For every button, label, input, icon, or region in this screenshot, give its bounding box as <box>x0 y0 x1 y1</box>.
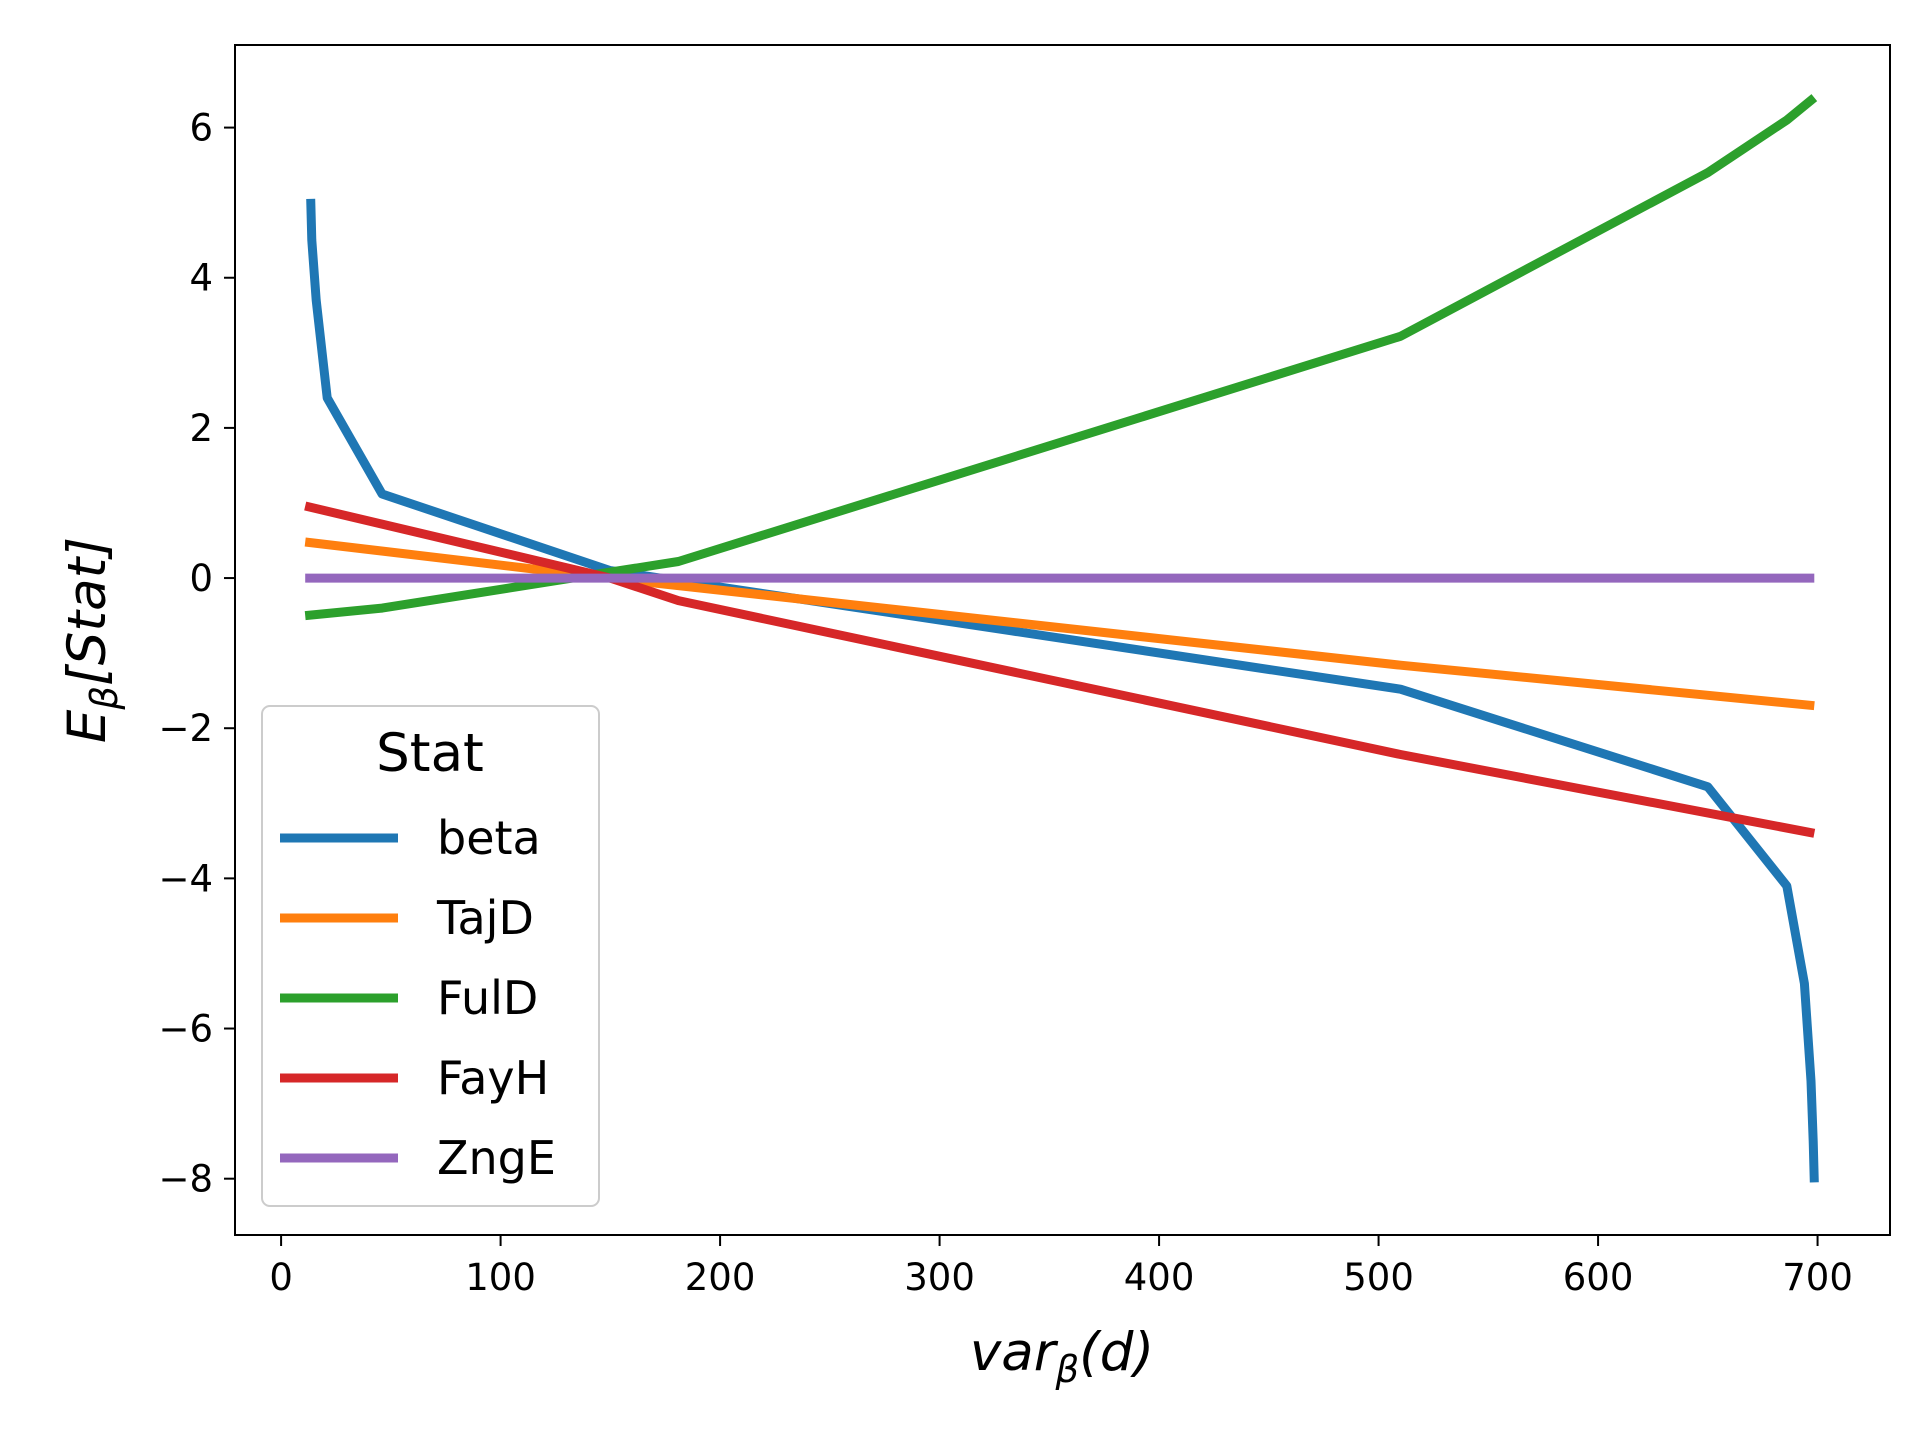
series-line-tajd <box>304 537 1815 711</box>
x-tick-label: 600 <box>1563 1256 1634 1299</box>
series-layer <box>304 94 1819 1183</box>
x-axis-label: varβ(d) <box>970 1322 1154 1391</box>
x-tick-label: 300 <box>904 1256 975 1299</box>
y-tick-label: −4 <box>158 857 213 900</box>
y-axis: −8 −6 −4 −2 0 2 4 6 <box>158 107 235 1201</box>
legend-label-beta: beta <box>437 811 541 865</box>
x-tick-label: 500 <box>1343 1256 1414 1299</box>
x-tick-label: 200 <box>685 1256 756 1299</box>
series-line-beta <box>306 198 1819 1183</box>
y-tick-label: −2 <box>158 707 213 750</box>
y-tick-label: −8 <box>158 1158 213 1201</box>
x-axis: 0 100 200 300 400 500 600 700 <box>269 1235 1853 1299</box>
legend-label-fayh: FayH <box>437 1051 549 1105</box>
y-tick-label: 6 <box>189 107 213 150</box>
legend-label-fuld: FulD <box>437 971 538 1025</box>
y-axis-label: Eβ[Stat] <box>57 537 126 743</box>
legend-label-znge: ZngE <box>437 1131 556 1185</box>
x-tick-label: 700 <box>1782 1256 1853 1299</box>
y-tick-label: 2 <box>189 407 213 450</box>
series-line-fuld <box>304 94 1818 621</box>
y-tick-label: 0 <box>189 557 213 600</box>
legend-items: beta TajD FulD FayH ZngE <box>280 811 556 1185</box>
x-tick-label: 100 <box>465 1256 536 1299</box>
y-tick-label: −6 <box>158 1008 213 1051</box>
series-line-fayh <box>304 501 1816 838</box>
legend-title: Stat <box>376 723 484 784</box>
x-tick-label: 0 <box>269 1256 293 1299</box>
y-tick-label: 4 <box>189 257 213 300</box>
x-tick-label: 400 <box>1124 1256 1195 1299</box>
legend-label-tajd: TajD <box>436 891 534 945</box>
legend: Stat beta TajD FulD FayH ZngE <box>261 705 600 1207</box>
plot-frame <box>234 44 1891 1236</box>
